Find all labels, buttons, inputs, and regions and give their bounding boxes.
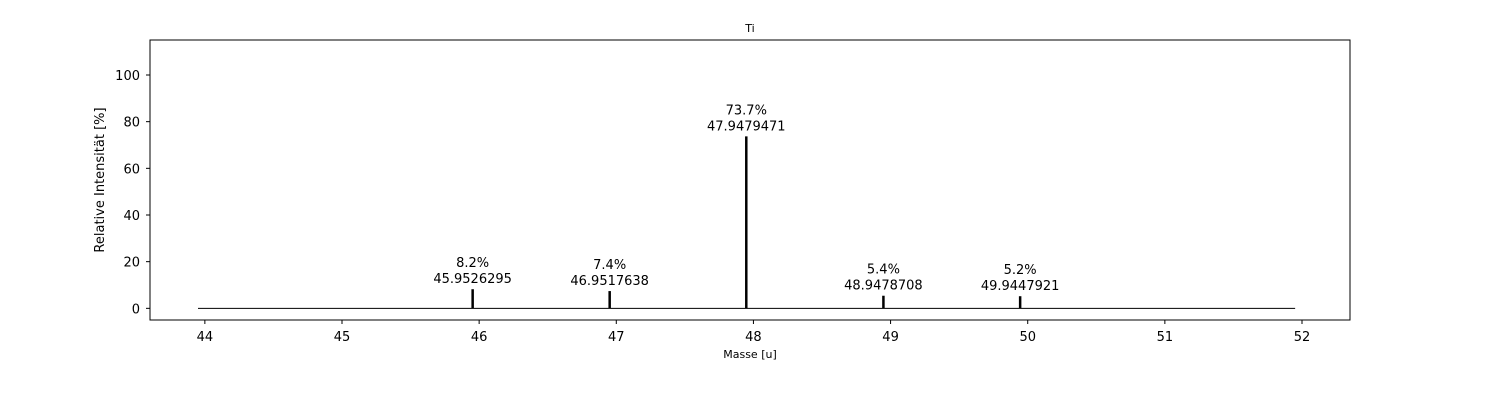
plot-area: 44 45 46 47 48 49 50 51 52 0 20 40 60 80 100 8.2%45.952…	[115, 39, 1351, 345]
x-tick-label: 46	[471, 330, 488, 345]
peak-percent-label: 8.2%	[456, 256, 489, 271]
y-tick-label: 20	[123, 256, 140, 271]
peak-mass-label: 46.9517638	[570, 274, 649, 289]
y-tick-label: 0	[132, 302, 140, 317]
peak-mass-label: 47.9479471	[707, 119, 786, 134]
peak-percent-label: 73.7%	[726, 103, 767, 118]
x-tick-label: 47	[608, 330, 625, 345]
chart-title: Ti	[744, 22, 754, 35]
peak-percent-label: 5.4%	[867, 263, 900, 278]
y-axis-label: Relative Intensität [%]	[93, 107, 108, 252]
x-tick-label: 50	[1019, 330, 1036, 345]
y-tick-label: 60	[123, 162, 140, 177]
x-tick-label: 52	[1294, 330, 1311, 345]
x-tick-label: 44	[197, 330, 214, 345]
x-tick-label: 45	[334, 330, 351, 345]
peak-percent-label: 5.2%	[1004, 263, 1037, 278]
x-tick-label: 49	[882, 330, 899, 345]
peak-mass-label: 49.9447921	[981, 279, 1060, 294]
peak-mass-label: 45.9526295	[433, 272, 512, 287]
x-tick-label: 51	[1157, 330, 1174, 345]
y-tick-label: 80	[123, 116, 140, 131]
y-tick-label: 40	[123, 209, 140, 224]
plot-frame	[149, 39, 1351, 321]
x-tick-label: 48	[745, 330, 762, 345]
peak-mass-label: 48.9478708	[844, 279, 923, 294]
x-axis-label: Masse [u]	[723, 348, 777, 361]
y-tick-label: 100	[115, 69, 140, 84]
peak-percent-label: 7.4%	[593, 258, 626, 273]
